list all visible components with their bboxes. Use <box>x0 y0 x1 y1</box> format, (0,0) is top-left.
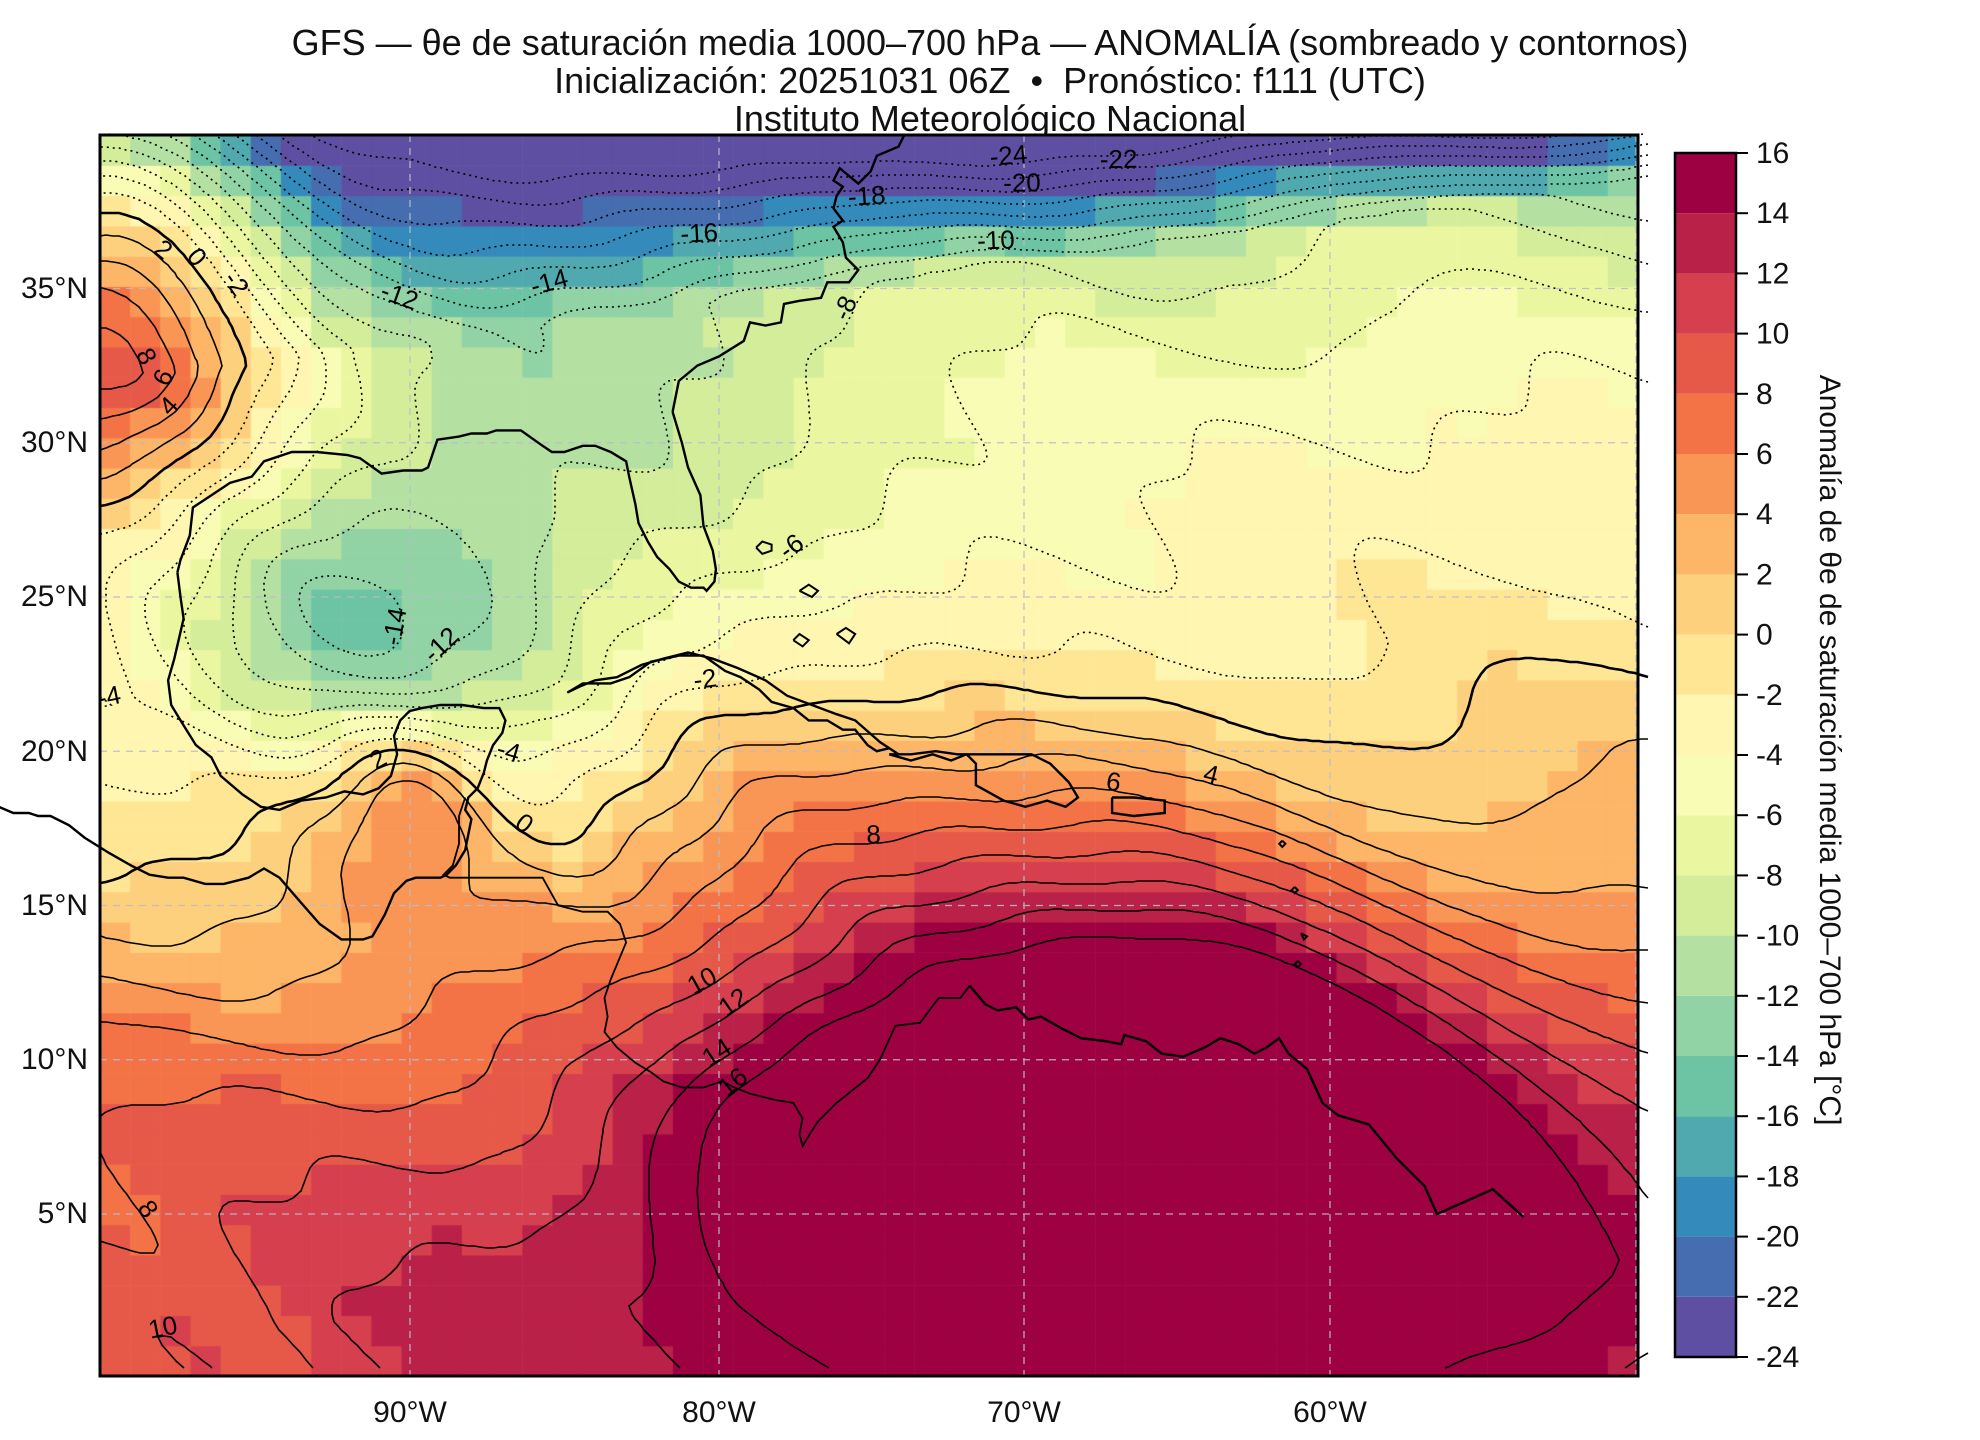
svg-text:-6: -6 <box>773 527 809 565</box>
svg-text:-4: -4 <box>1756 739 1783 772</box>
svg-text:15°N: 15°N <box>21 889 88 922</box>
svg-text:2: 2 <box>364 742 391 775</box>
svg-text:-2: -2 <box>218 265 256 301</box>
svg-text:35°N: 35°N <box>21 272 88 305</box>
svg-text:-18: -18 <box>847 180 886 212</box>
svg-text:-10: -10 <box>1756 920 1799 953</box>
svg-text:60°W: 60°W <box>1293 1396 1367 1429</box>
svg-text:-2: -2 <box>1756 679 1783 712</box>
svg-text:10°N: 10°N <box>21 1043 88 1076</box>
svg-text:-24: -24 <box>1756 1341 1799 1374</box>
svg-text:-16: -16 <box>680 217 719 249</box>
svg-text:-20: -20 <box>1756 1221 1799 1254</box>
svg-text:2: 2 <box>149 233 179 266</box>
svg-text:-12: -12 <box>377 275 422 316</box>
svg-text:-14: -14 <box>376 605 412 647</box>
svg-text:20°N: 20°N <box>21 735 88 768</box>
svg-text:8: 8 <box>866 819 882 850</box>
svg-text:6: 6 <box>1756 438 1773 471</box>
svg-text:-8: -8 <box>826 291 863 325</box>
svg-text:2: 2 <box>1756 558 1773 591</box>
svg-text:5°N: 5°N <box>38 1197 88 1230</box>
svg-text:10: 10 <box>146 1309 180 1344</box>
svg-text:8: 8 <box>130 343 163 370</box>
svg-text:16: 16 <box>1756 137 1789 170</box>
svg-text:-14: -14 <box>1756 1040 1799 1073</box>
svg-text:70°W: 70°W <box>987 1396 1061 1429</box>
svg-text:8: 8 <box>1756 378 1773 411</box>
svg-text:-22: -22 <box>1100 144 1138 175</box>
svg-text:0: 0 <box>1756 619 1773 652</box>
svg-text:14: 14 <box>1756 197 1789 230</box>
svg-text:80°W: 80°W <box>682 1396 756 1429</box>
svg-text:25°N: 25°N <box>21 580 88 613</box>
svg-text:30°N: 30°N <box>21 426 88 459</box>
svg-text:0: 0 <box>510 807 540 840</box>
svg-text:12: 12 <box>1756 257 1789 290</box>
svg-text:-12: -12 <box>417 621 465 669</box>
svg-text:-16: -16 <box>1756 1100 1799 1133</box>
svg-text:-10: -10 <box>977 224 1016 256</box>
svg-text:8: 8 <box>132 1194 165 1223</box>
svg-text:Anomalía de θe de saturación m: Anomalía de θe de saturación media 1000–… <box>1813 375 1846 1126</box>
svg-text:4: 4 <box>1756 498 1773 531</box>
svg-text:-12: -12 <box>1756 980 1799 1013</box>
svg-text:10: 10 <box>1756 318 1789 351</box>
svg-text:-18: -18 <box>1756 1160 1799 1193</box>
svg-text:-20: -20 <box>1003 167 1041 198</box>
svg-text:0: 0 <box>181 242 213 272</box>
svg-text:-8: -8 <box>1756 859 1783 892</box>
svg-text:-6: -6 <box>1756 799 1783 832</box>
svg-text:-2: -2 <box>692 662 719 695</box>
svg-text:90°W: 90°W <box>373 1396 447 1429</box>
svg-text:-22: -22 <box>1756 1281 1799 1314</box>
